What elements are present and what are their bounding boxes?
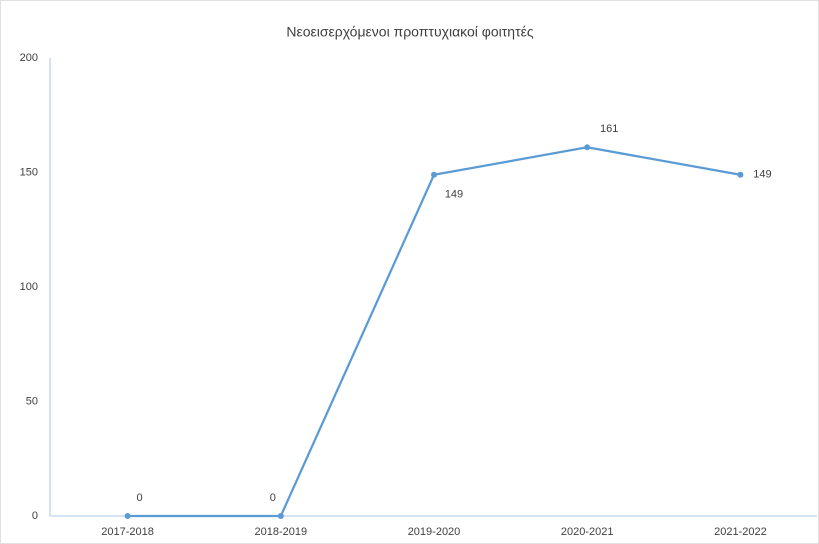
x-tick-label: 2017-2018 <box>101 526 154 538</box>
data-label: 0 <box>270 492 276 504</box>
point <box>124 513 131 519</box>
chart-title: Νεοεισερχόμενοι προπτυχιακοί φοιτητές <box>286 24 533 40</box>
y-tick-label: 50 <box>26 395 38 407</box>
x-tick-label: 2018-2019 <box>254 526 307 538</box>
data-label: 0 <box>137 492 143 504</box>
x-tick-label: 2021-2022 <box>714 526 767 538</box>
point <box>584 144 591 151</box>
y-tick-label: 150 <box>20 166 38 178</box>
point <box>277 513 284 519</box>
point <box>737 171 744 178</box>
x-tick-label: 2020-2021 <box>561 526 614 538</box>
y-tick-label: 100 <box>20 281 38 293</box>
y-tick-label: 0 <box>32 510 38 522</box>
data-label: 161 <box>600 123 618 135</box>
point <box>431 171 437 178</box>
x-tick-label: 2019-2020 <box>408 526 461 538</box>
data-label: 149 <box>753 169 771 181</box>
data-label: 149 <box>445 189 463 201</box>
y-tick-label: 200 <box>20 52 38 64</box>
